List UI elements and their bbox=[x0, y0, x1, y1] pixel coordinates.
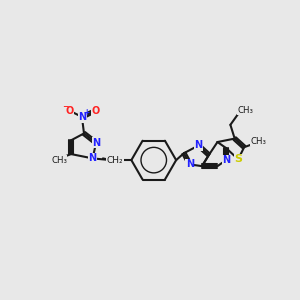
Text: N: N bbox=[78, 112, 86, 122]
Text: S: S bbox=[234, 154, 242, 164]
Text: N: N bbox=[88, 153, 97, 164]
Text: N: N bbox=[92, 138, 100, 148]
Text: CH₂: CH₂ bbox=[107, 156, 123, 165]
Text: O: O bbox=[65, 106, 74, 116]
Text: O: O bbox=[91, 106, 99, 116]
Text: −: − bbox=[62, 102, 68, 111]
Text: +: + bbox=[83, 108, 90, 117]
Text: CH₃: CH₃ bbox=[238, 106, 254, 115]
Text: N: N bbox=[222, 155, 230, 165]
Text: CH₃: CH₃ bbox=[51, 156, 67, 165]
Text: N: N bbox=[186, 159, 194, 170]
Text: N: N bbox=[194, 140, 202, 151]
Text: CH₃: CH₃ bbox=[251, 137, 267, 146]
